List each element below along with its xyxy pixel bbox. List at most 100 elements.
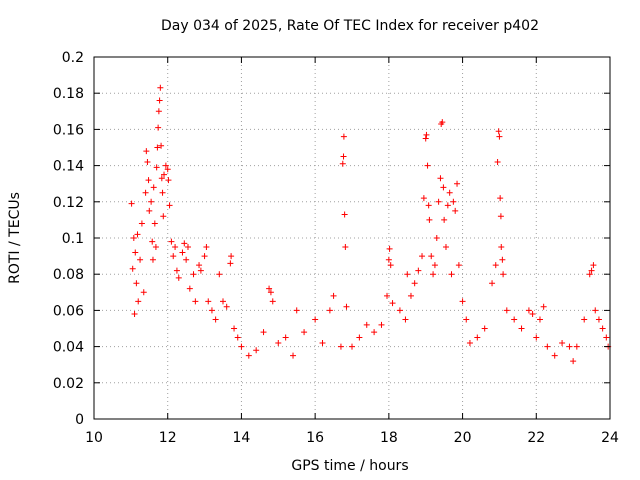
roti-point	[149, 256, 156, 263]
roti-point	[133, 280, 140, 287]
roti-point	[144, 158, 151, 165]
roti-point	[435, 198, 442, 205]
roti-point	[529, 311, 536, 318]
roti-point	[216, 271, 223, 278]
roti-point	[267, 289, 274, 296]
roti-point	[498, 244, 505, 251]
roti-point	[138, 220, 145, 227]
roti-point	[253, 347, 260, 354]
roti-point	[339, 160, 346, 167]
x-tick-label: 16	[306, 430, 324, 446]
roti-point	[407, 292, 414, 299]
roti-point	[533, 334, 540, 341]
roti-point	[319, 339, 326, 346]
roti-point	[159, 189, 166, 196]
roti-point	[544, 343, 551, 350]
roti-point	[208, 307, 215, 314]
roti-point	[149, 238, 156, 245]
roti-point	[184, 244, 191, 251]
roti-point	[166, 202, 173, 209]
roti-point	[452, 207, 459, 214]
roti-point	[293, 307, 300, 314]
roti-point	[152, 244, 159, 251]
x-axis-label: GPS time / hours	[291, 458, 408, 474]
roti-point	[595, 316, 602, 323]
roti-point	[340, 153, 347, 160]
roti-point	[227, 260, 234, 267]
roti-point	[371, 329, 378, 336]
roti-point	[175, 274, 182, 281]
roti-point	[156, 97, 163, 104]
roti-point	[425, 202, 432, 209]
roti-point	[570, 358, 577, 365]
roti-point	[137, 256, 144, 263]
roti-point	[489, 280, 496, 287]
roti-point	[197, 267, 204, 274]
roti-point	[212, 316, 219, 323]
roti-point	[153, 164, 160, 171]
roti-point	[146, 207, 153, 214]
roti-point	[132, 249, 139, 256]
roti-point	[196, 262, 203, 269]
roti-point	[566, 343, 573, 350]
roti-point	[173, 267, 180, 274]
roti-point	[201, 253, 208, 260]
roti-point	[450, 198, 457, 205]
roti-point	[466, 339, 473, 346]
roti-point	[238, 343, 245, 350]
roti-point	[160, 213, 167, 220]
roti-point	[497, 213, 504, 220]
roti-point	[411, 280, 418, 287]
roti-point	[422, 135, 429, 142]
y-tick-label: 0.08	[53, 267, 84, 283]
roti-point	[245, 352, 252, 359]
x-tick-label: 12	[159, 430, 177, 446]
roti-point	[128, 200, 135, 207]
roti-point	[536, 316, 543, 323]
roti-point	[384, 292, 391, 299]
roti-point	[172, 244, 179, 251]
roti-point	[340, 133, 347, 140]
roti-point	[603, 334, 610, 341]
roti-point	[428, 253, 435, 260]
roti-point	[269, 298, 276, 305]
roti-point	[459, 298, 466, 305]
roti-point	[260, 329, 267, 336]
roti-point	[426, 216, 433, 223]
roti-point	[518, 325, 525, 332]
tick-layer: 0 0.02 0.04 0.06 0.08 0.1 0.12 0.14 0.16 0.18 0.2 1…	[53, 50, 619, 446]
roti-point	[337, 343, 344, 350]
roti-point	[481, 325, 488, 332]
y-tick-label: 0.18	[53, 86, 84, 102]
roti-point	[500, 271, 507, 278]
roti-point	[419, 253, 426, 260]
grid-layer	[94, 57, 610, 419]
y-tick-label: 0.14	[53, 159, 84, 175]
x-tick-label: 20	[454, 430, 472, 446]
roti-point	[430, 271, 437, 278]
roti-point	[135, 298, 142, 305]
roti-point	[592, 307, 599, 314]
roti-point	[420, 195, 427, 202]
x-tick-label: 18	[380, 430, 398, 446]
roti-point	[282, 334, 289, 341]
roti-point	[415, 267, 422, 274]
roti-point	[387, 262, 394, 269]
roti-point	[389, 300, 396, 307]
scatter-layer	[128, 84, 612, 365]
roti-point	[586, 271, 593, 278]
roti-point	[590, 262, 597, 269]
y-tick-label: 0.2	[62, 50, 84, 66]
roti-point	[442, 244, 449, 251]
roti-point	[540, 303, 547, 310]
roti-point	[423, 131, 430, 138]
roti-point	[275, 339, 282, 346]
roti-point	[343, 303, 350, 310]
roti-point	[599, 325, 606, 332]
roti-point	[424, 162, 431, 169]
roti-point	[234, 334, 241, 341]
roti-point	[203, 244, 210, 251]
roti-point	[140, 289, 147, 296]
roti-point	[158, 142, 165, 149]
x-tick-label: 22	[527, 430, 545, 446]
